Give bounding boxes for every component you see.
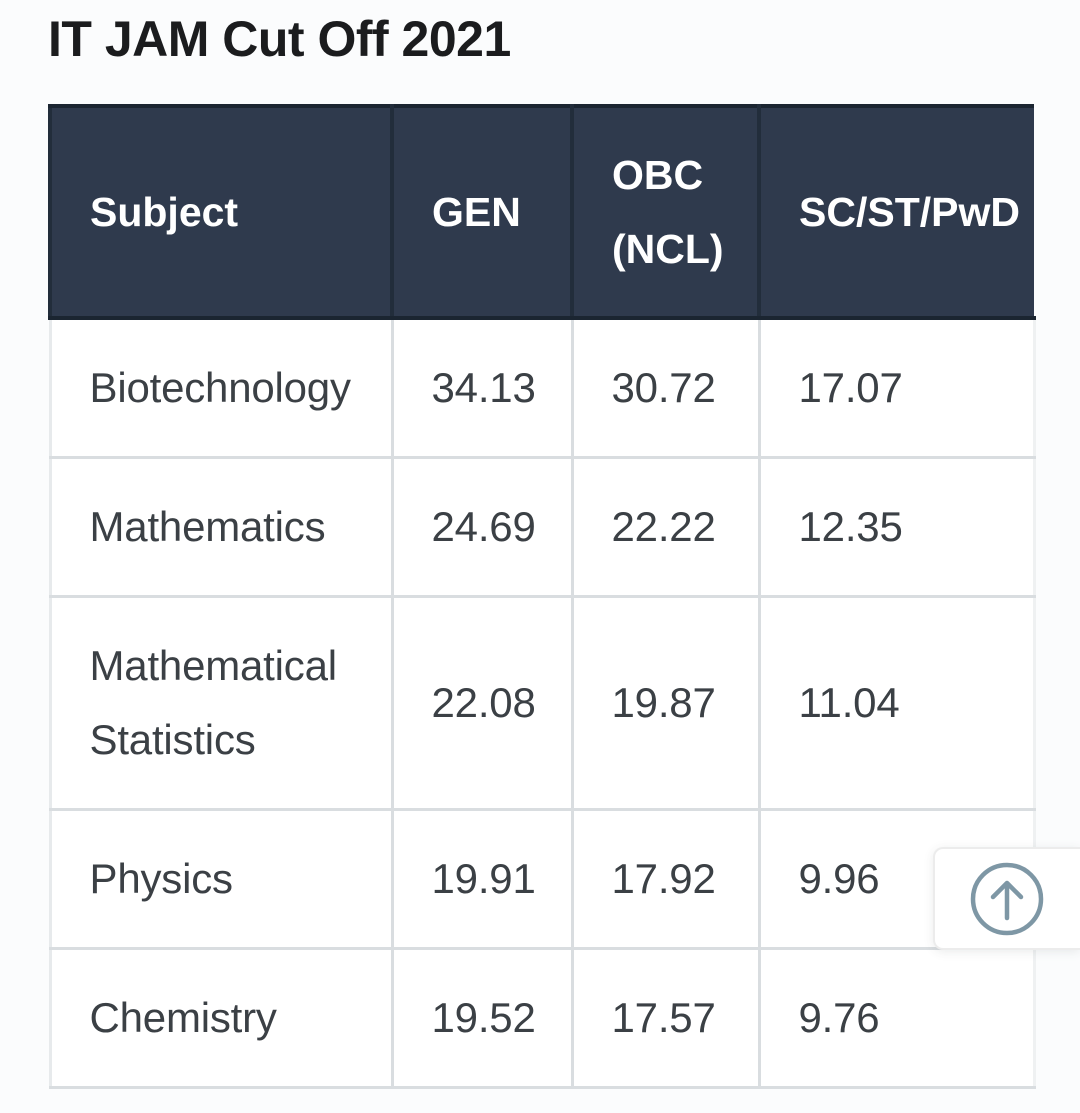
score-cell: 12.35 <box>757 456 1036 598</box>
table-row: Mathematical Statistics 22.08 19.87 11.04 <box>48 595 1036 811</box>
column-header: GEN <box>392 104 574 320</box>
table-row: Biotechnology 34.13 30.72 17.07 <box>48 316 1036 459</box>
score-cell: 17.92 <box>570 808 761 950</box>
score-cell: 19.52 <box>390 947 574 1089</box>
score-cell: 22.08 <box>390 595 574 811</box>
table-row: Physics 19.91 17.92 9.96 <box>48 808 1036 950</box>
table-row: Mathematics 24.69 22.22 12.35 <box>48 456 1036 598</box>
score-cell: 19.91 <box>390 808 574 950</box>
subject-cell: Mathematics <box>48 456 394 598</box>
column-header: Subject <box>48 104 394 320</box>
subject-cell: Chemistry <box>48 947 394 1089</box>
column-header: OBC (NCL) <box>572 104 761 320</box>
subject-cell: Mathematical Statistics <box>48 595 394 811</box>
score-cell: 24.69 <box>390 456 574 598</box>
score-cell: 17.07 <box>757 316 1036 459</box>
score-cell: 11.04 <box>757 595 1036 811</box>
score-cell: 17.57 <box>570 947 761 1089</box>
table-row: Chemistry 19.52 17.57 9.76 <box>48 947 1036 1089</box>
score-cell: 19.87 <box>570 595 761 811</box>
subject-cell: Physics <box>48 808 394 950</box>
score-cell: 34.13 <box>390 316 574 459</box>
page-title: IT JAM Cut Off 2021 <box>48 11 511 67</box>
column-header: SC/ST/PwD <box>759 104 1034 320</box>
score-cell: 30.72 <box>570 316 761 459</box>
score-cell: 22.22 <box>570 456 761 598</box>
arrow-up-icon <box>970 862 1044 936</box>
score-cell: 9.76 <box>757 947 1036 1089</box>
cutoff-table: Subject GEN OBC (NCL) SC/ST/PwD Biotechnolo… <box>48 104 1036 1089</box>
subject-cell: Biotechnology <box>48 316 394 459</box>
header-row: Subject GEN OBC (NCL) SC/ST/PwD <box>48 104 1034 320</box>
scroll-to-top-button[interactable] <box>933 847 1080 950</box>
